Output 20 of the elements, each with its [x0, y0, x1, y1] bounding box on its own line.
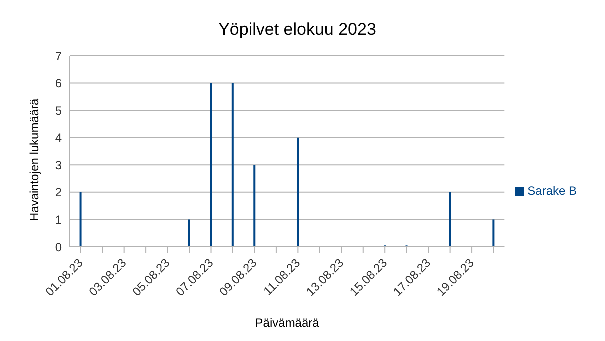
bar [449, 192, 452, 247]
bar [297, 138, 300, 247]
y-tick-label: 2 [55, 186, 62, 200]
y-tick-label: 3 [55, 158, 62, 172]
chart-title: Yöpilvet elokuu 2023 [218, 19, 378, 41]
bar [80, 192, 82, 247]
y-axis-title: Havaintojen lukumäärä [27, 98, 42, 222]
y-tick-label: 5 [55, 104, 62, 118]
y-tick-label: 4 [55, 131, 62, 146]
bar [188, 220, 190, 247]
bar [254, 165, 256, 247]
legend-label: Sarake B [528, 184, 577, 198]
bar [210, 83, 212, 247]
y-tick-label: 6 [55, 76, 62, 91]
x-axis-title: Päivämäärä [255, 316, 320, 330]
y-tick-label: 1 [55, 212, 62, 227]
y-tick-label: 7 [55, 49, 62, 64]
bar [492, 220, 495, 247]
y-tick-label: 0 [55, 240, 62, 254]
bar [232, 83, 234, 247]
